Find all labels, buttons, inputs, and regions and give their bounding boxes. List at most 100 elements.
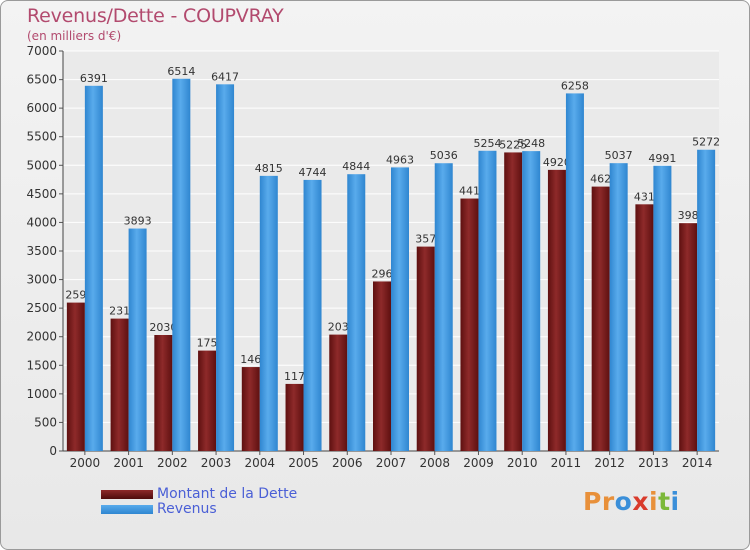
y-tick-label: 0 [49,444,57,458]
bar-revenus [259,175,278,451]
bar-revenus [609,163,628,451]
bar-dette [591,186,610,451]
bar-dette [416,246,435,451]
y-tick-label: 2500 [26,301,57,315]
x-tick-label: 2011 [551,456,582,470]
data-label-dette: 231 [109,305,130,318]
y-tick-label: 3000 [26,273,57,287]
logo-letter: t [658,487,671,516]
x-tick-label: 2000 [70,456,101,470]
data-label-revenus: 5037 [605,149,633,162]
data-label-revenus: 4963 [386,153,414,166]
bar-dette [460,198,479,451]
bar-dette [198,350,217,451]
data-label-dette: 203 [328,321,349,334]
data-label-revenus: 5272 [692,136,720,149]
bar-dette [285,383,304,451]
bar-revenus [172,78,191,452]
logo-letter: P [583,487,602,516]
bar-revenus [128,228,147,451]
logo-letter: x [632,487,649,516]
legend-swatch-dette [101,490,153,499]
data-label-dette: 2030 [149,321,177,334]
y-tick-label: 5500 [26,130,57,144]
bar-revenus [347,174,366,451]
bar-dette [329,334,348,451]
data-label-revenus: 4991 [648,152,676,165]
data-label-dette: 462 [590,173,611,186]
y-tick-label: 1500 [26,358,57,372]
x-tick-label: 2005 [288,456,319,470]
x-tick-label: 2008 [419,456,450,470]
data-label-revenus: 6258 [561,79,589,92]
bar-revenus [84,85,103,452]
y-tick-label: 2000 [26,330,57,344]
chart-title: Revenus/Dette - COUPVRAY [27,5,284,27]
bar-dette [241,367,260,451]
logo-letter: o [614,487,633,516]
data-label-dette: 259 [65,289,86,302]
legend-label-dette: Montant de la Dette [157,486,298,502]
bar-revenus [522,151,541,451]
x-tick-label: 2010 [507,456,538,470]
bar-dette [679,223,698,451]
data-label-revenus: 3893 [124,215,152,228]
chart-subtitle: (en milliers d'€) [27,29,122,43]
proxiti-logo: Proxiti [583,487,680,516]
legend-swatch-revenus [101,505,153,514]
data-label-dette: 5225 [499,138,527,151]
data-label-revenus: 5036 [430,149,458,162]
bar-dette [66,302,85,451]
data-label-dette: 146 [240,353,261,366]
bar-dette [154,335,173,451]
logo-letter: i [649,487,659,516]
data-label-revenus: 6417 [211,70,239,83]
data-label-dette: 441 [459,185,480,198]
bar-dette [110,318,129,451]
bar-dette [504,152,523,451]
y-tick-label: 1000 [26,387,57,401]
x-tick-label: 2009 [463,456,494,470]
x-tick-label: 2004 [245,456,276,470]
bar-dette [547,169,566,451]
bar-revenus [391,167,409,451]
data-label-dette: 398 [678,209,699,222]
x-tick-label: 2013 [638,456,669,470]
data-label-dette: 175 [197,337,218,350]
y-tick-label: 3500 [26,244,57,258]
x-tick-label: 2002 [157,456,188,470]
bar-revenus [434,163,453,451]
data-label-dette: 357 [415,233,436,246]
data-label-revenus: 4744 [299,166,327,179]
bar-dette [635,204,654,451]
data-label-dette: 117 [284,370,305,383]
data-label-revenus: 6391 [80,72,108,85]
bar-revenus [478,150,497,451]
bar-revenus [216,84,235,452]
bar-revenus [303,179,322,451]
y-tick-label: 6000 [26,101,57,115]
data-label-dette: 431 [634,190,655,203]
data-label-revenus: 4844 [342,160,370,173]
bar-dette [373,281,391,451]
x-tick-label: 2014 [682,456,713,470]
x-tick-label: 2001 [113,456,144,470]
logo-letter: i [670,487,680,516]
data-label-dette: 4920 [543,156,571,169]
data-label-revenus: 5248 [517,137,545,150]
x-tick-label: 2003 [201,456,232,470]
y-tick-label: 5000 [26,158,57,172]
y-tick-label: 4500 [26,187,57,201]
bar-revenus [565,93,584,452]
data-label-revenus: 5254 [473,137,501,150]
bar-revenus [697,149,716,451]
bar-revenus [653,165,672,452]
y-tick-label: 500 [34,415,57,429]
y-tick-label: 4000 [26,215,57,229]
data-label-revenus: 6514 [167,65,195,78]
x-tick-label: 2006 [332,456,363,470]
data-label-revenus: 4815 [255,162,283,175]
legend-label-revenus: Revenus [157,501,217,517]
